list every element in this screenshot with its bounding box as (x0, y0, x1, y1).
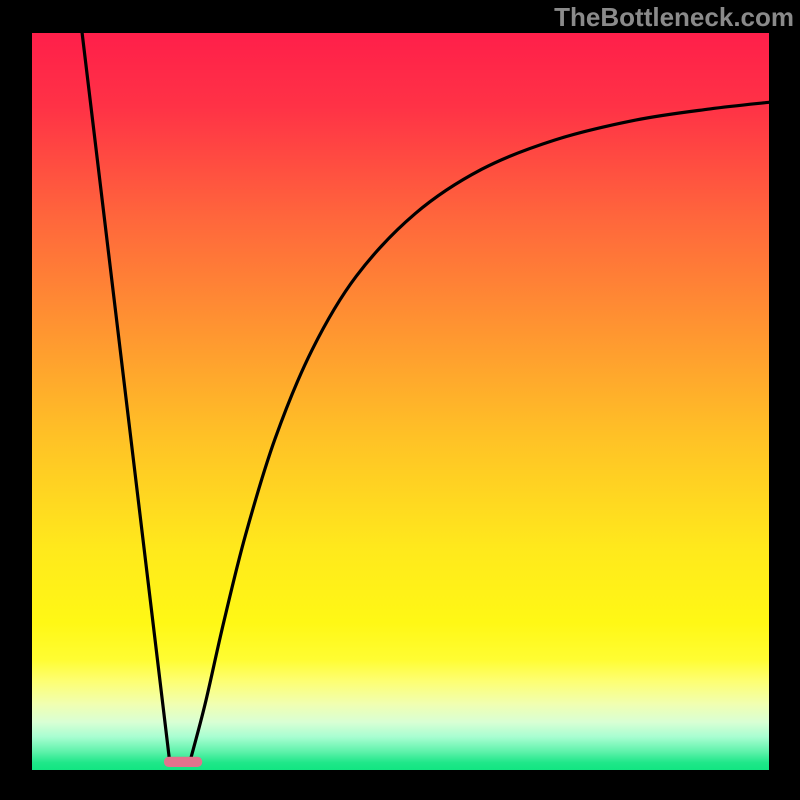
plot-area (32, 33, 769, 770)
gradient-background (32, 33, 769, 770)
watermark-text: TheBottleneck.com (554, 2, 794, 33)
zone-indicator (164, 757, 202, 767)
chart-svg (32, 33, 769, 770)
